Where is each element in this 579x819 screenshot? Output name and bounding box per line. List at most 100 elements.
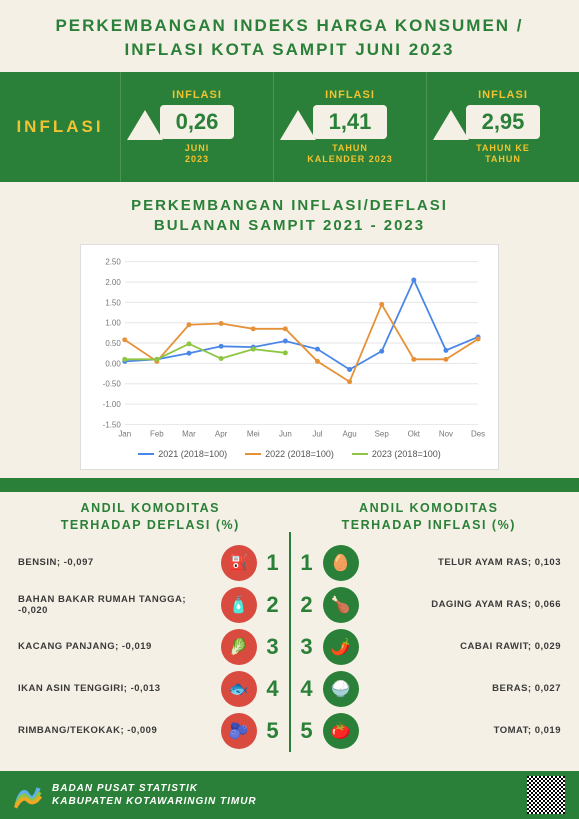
svg-text:Agu: Agu bbox=[343, 429, 357, 438]
legend-item: 2021 (2018=100) bbox=[138, 449, 227, 459]
commodity-row: KACANG PANJANG; -0,019 🥬3 bbox=[18, 626, 283, 668]
title-line1: PERKEMBANGAN INDEKS HARGA KONSUMEN / bbox=[30, 14, 549, 38]
metric-head: INFLASI bbox=[478, 89, 528, 101]
svg-text:Sep: Sep bbox=[375, 429, 390, 438]
commodity-icon: 🍚 bbox=[323, 671, 359, 707]
commodity-rank: 2 bbox=[263, 592, 283, 618]
commodity-row: 2🍗 DAGING AYAM RAS; 0,066 bbox=[297, 584, 562, 626]
commodity-row: 3🌶️ CABAI RAWIT; 0,029 bbox=[297, 626, 562, 668]
inflasi-label: INFLASI bbox=[0, 72, 120, 182]
commodity-icon: 🧴 bbox=[221, 587, 257, 623]
commodity-label: BAHAN BAKAR RUMAH TANGGA; -0,020 bbox=[18, 594, 215, 616]
chart-legend: 2021 (2018=100) 2022 (2018=100) 2023 (20… bbox=[91, 449, 488, 459]
svg-text:Apr: Apr bbox=[215, 429, 228, 438]
commodity-rank: 2 bbox=[297, 592, 317, 618]
inflasi-column: ANDIL KOMODITAS TERHADAP INFLASI (%) 1🥚 T… bbox=[297, 500, 562, 752]
commodity-icon: 🥚 bbox=[323, 545, 359, 581]
arrow-up-icon bbox=[127, 110, 163, 140]
commodity-label: KACANG PANJANG; -0,019 bbox=[18, 641, 215, 652]
metric-value: 2,95 bbox=[466, 105, 541, 139]
svg-text:-1.50: -1.50 bbox=[103, 421, 122, 430]
metric-value: 1,41 bbox=[313, 105, 388, 139]
footer: BADAN PUSAT STATISTIK KABUPATEN KOTAWARI… bbox=[0, 771, 579, 819]
line-chart: -1.50 -1.00 -0.50 0.00 0.50 1.00 1.50 2.00 2.50 J… bbox=[91, 255, 488, 445]
metric-head: INFLASI bbox=[325, 89, 375, 101]
metric-yoy: INFLASI 2,95 TAHUN KE TAHUN bbox=[426, 72, 579, 182]
svg-text:-0.50: -0.50 bbox=[103, 380, 122, 389]
commodity-row: RIMBANG/TEKOKAK; -0,009 🫐5 bbox=[18, 710, 283, 752]
commodity-row: BAHAN BAKAR RUMAH TANGGA; -0,020 🧴2 bbox=[18, 584, 283, 626]
inflasi-title: ANDIL KOMODITAS TERHADAP INFLASI (%) bbox=[297, 500, 562, 542]
commodity-label: BERAS; 0,027 bbox=[365, 683, 562, 694]
commodity-rank: 3 bbox=[263, 634, 283, 660]
metric-sub: TAHUN KALENDER 2023 bbox=[307, 143, 393, 165]
svg-text:Nov: Nov bbox=[439, 429, 453, 438]
svg-text:0.50: 0.50 bbox=[105, 339, 121, 348]
commodity-label: IKAN ASIN TENGGIRI; -0,013 bbox=[18, 683, 215, 694]
commodity-rank: 1 bbox=[297, 550, 317, 576]
footer-org2: KABUPATEN KOTAWARINGIN TIMUR bbox=[52, 795, 257, 808]
commodity-rank: 5 bbox=[297, 718, 317, 744]
commodity-rank: 1 bbox=[263, 550, 283, 576]
commodity-label: CABAI RAWIT; 0,029 bbox=[365, 641, 562, 652]
legend-item: 2022 (2018=100) bbox=[245, 449, 334, 459]
commodity-rank: 3 bbox=[297, 634, 317, 660]
commodity-icon: 🥬 bbox=[221, 629, 257, 665]
bps-logo-icon bbox=[14, 781, 42, 809]
commodity-icon: 🍗 bbox=[323, 587, 359, 623]
commodity-row: 1🥚 TELUR AYAM RAS; 0,103 bbox=[297, 542, 562, 584]
legend-item: 2023 (2018=100) bbox=[352, 449, 441, 459]
commodity-icon: 🫐 bbox=[221, 713, 257, 749]
commodity-row: 4🍚BERAS; 0,027 bbox=[297, 668, 562, 710]
svg-text:Jun: Jun bbox=[279, 429, 292, 438]
commodities-section: ANDIL KOMODITAS TERHADAP DEFLASI (%) BEN… bbox=[0, 492, 579, 758]
svg-text:Okt: Okt bbox=[408, 429, 421, 438]
commodity-rank: 4 bbox=[263, 676, 283, 702]
footer-org1: BADAN PUSAT STATISTIK bbox=[52, 782, 257, 795]
title-line2: INFLASI KOTA SAMPIT JUNI 2023 bbox=[30, 38, 549, 62]
arrow-up-icon bbox=[433, 110, 469, 140]
deflasi-column: ANDIL KOMODITAS TERHADAP DEFLASI (%) BEN… bbox=[18, 500, 283, 752]
commodity-row: IKAN ASIN TENGGIRI; -0,013 🐟4 bbox=[18, 668, 283, 710]
svg-text:Des: Des bbox=[471, 429, 485, 438]
deflasi-title: ANDIL KOMODITAS TERHADAP DEFLASI (%) bbox=[18, 500, 283, 542]
commodity-label: DAGING AYAM RAS; 0,066 bbox=[365, 599, 562, 610]
main-title: PERKEMBANGAN INDEKS HARGA KONSUMEN / INF… bbox=[0, 0, 579, 72]
svg-text:Mei: Mei bbox=[247, 429, 260, 438]
svg-text:0.00: 0.00 bbox=[105, 359, 121, 368]
chart-title-l2: BULANAN SAMPIT 2021 - 2023 bbox=[40, 216, 539, 236]
commodity-label: RIMBANG/TEKOKAK; -0,009 bbox=[18, 725, 215, 736]
commodity-icon: ⛽ bbox=[221, 545, 257, 581]
separator-band bbox=[0, 478, 579, 492]
svg-text:Feb: Feb bbox=[150, 429, 164, 438]
metric-sub: TAHUN KE TAHUN bbox=[476, 143, 530, 165]
commodity-rank: 5 bbox=[263, 718, 283, 744]
svg-text:2.00: 2.00 bbox=[105, 278, 121, 287]
chart-title-l1: PERKEMBANGAN INFLASI/DEFLASI bbox=[40, 196, 539, 216]
metric-kalender: INFLASI 1,41 TAHUN KALENDER 2023 bbox=[273, 72, 426, 182]
svg-text:-1.00: -1.00 bbox=[103, 400, 122, 409]
svg-text:Jul: Jul bbox=[312, 429, 322, 438]
commodity-icon: 🍅 bbox=[323, 713, 359, 749]
qr-code-icon bbox=[527, 776, 565, 814]
svg-text:1.50: 1.50 bbox=[105, 298, 121, 307]
metric-sub: JUNI 2023 bbox=[185, 143, 210, 165]
commodity-row: 5🍅TOMAT; 0,019 bbox=[297, 710, 562, 752]
svg-text:2.50: 2.50 bbox=[105, 258, 121, 267]
column-divider bbox=[289, 532, 291, 752]
metric-juni: INFLASI 0,26 JUNI 2023 bbox=[120, 72, 273, 182]
commodity-row: BENSIN; -0,097⛽1 bbox=[18, 542, 283, 584]
svg-text:Mar: Mar bbox=[182, 429, 196, 438]
svg-text:Jan: Jan bbox=[118, 429, 131, 438]
metrics-band: INFLASI INFLASI 0,26 JUNI 2023 INFLASI 1… bbox=[0, 72, 579, 182]
commodity-label: TELUR AYAM RAS; 0,103 bbox=[365, 557, 562, 568]
metric-head: INFLASI bbox=[172, 89, 222, 101]
footer-text: BADAN PUSAT STATISTIK KABUPATEN KOTAWARI… bbox=[52, 782, 257, 808]
commodity-icon: 🌶️ bbox=[323, 629, 359, 665]
commodity-icon: 🐟 bbox=[221, 671, 257, 707]
chart-title: PERKEMBANGAN INFLASI/DEFLASI BULANAN SAM… bbox=[0, 182, 579, 245]
metric-value: 0,26 bbox=[160, 105, 235, 139]
chart-container: -1.50 -1.00 -0.50 0.00 0.50 1.00 1.50 2.00 2.50 J… bbox=[80, 244, 499, 470]
svg-text:1.00: 1.00 bbox=[105, 319, 121, 328]
arrow-up-icon bbox=[280, 110, 316, 140]
